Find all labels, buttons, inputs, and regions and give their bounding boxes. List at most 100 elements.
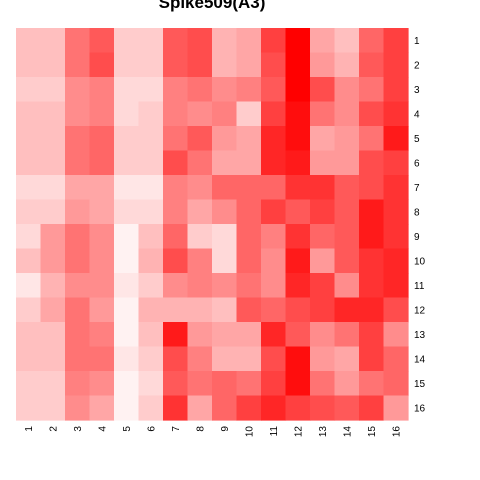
- heatmap-cell-r14-c7: [163, 347, 188, 372]
- heatmap-cell-r13-c7: [163, 322, 188, 347]
- row-label: 14: [414, 354, 426, 365]
- heatmap-cell-r4-c14: [335, 102, 360, 127]
- heatmap-cell-r2-c9: [212, 53, 237, 78]
- column-label: 10: [244, 426, 255, 438]
- heatmap-cell-r3-c12: [286, 77, 311, 102]
- heatmap-cell-r6-c5: [114, 151, 139, 176]
- heatmap-cell-r2-c7: [163, 53, 188, 78]
- heatmap-cell-r13-c13: [310, 322, 335, 347]
- heatmap-cell-r15-c11: [261, 371, 286, 396]
- heatmap-cell-r15-c15: [359, 371, 384, 396]
- column-label: 7: [171, 426, 182, 432]
- heatmap-cell-r6-c1: [16, 151, 41, 176]
- heatmap-cell-r9-c13: [310, 224, 335, 249]
- heatmap-cell-r7-c8: [188, 175, 213, 200]
- heatmap-cell-r13-c16: [384, 322, 409, 347]
- heatmap-cell-r14-c6: [139, 347, 164, 372]
- heatmap-cell-r15-c13: [310, 371, 335, 396]
- heatmap-cell-r2-c10: [237, 53, 262, 78]
- heatmap-cell-r13-c11: [261, 322, 286, 347]
- heatmap-cell-r11-c9: [212, 273, 237, 298]
- heatmap-cell-r12-c13: [310, 298, 335, 323]
- heatmap-cell-r1-c10: [237, 28, 262, 53]
- heatmap-cell-r3-c8: [188, 77, 213, 102]
- heatmap-cell-r5-c15: [359, 126, 384, 151]
- heatmap-cell-r9-c10: [237, 224, 262, 249]
- column-label: 14: [342, 426, 353, 438]
- heatmap-cell-r4-c10: [237, 102, 262, 127]
- heatmap-cell-r3-c10: [237, 77, 262, 102]
- heatmap-cell-r10-c5: [114, 249, 139, 274]
- row-label: 13: [414, 330, 426, 341]
- heatmap-cell-r2-c11: [261, 53, 286, 78]
- heatmap-cell-r6-c4: [90, 151, 115, 176]
- heatmap-cell-r1-c1: [16, 28, 41, 53]
- heatmap-cell-r15-c3: [65, 371, 90, 396]
- heatmap-cell-r8-c10: [237, 200, 262, 225]
- heatmap-cell-r15-c5: [114, 371, 139, 396]
- heatmap-cell-r9-c3: [65, 224, 90, 249]
- heatmap-cell-r15-c12: [286, 371, 311, 396]
- heatmap-cell-r12-c7: [163, 298, 188, 323]
- heatmap-cell-r1-c2: [41, 28, 66, 53]
- heatmap-cell-r1-c11: [261, 28, 286, 53]
- heatmap-cell-r9-c1: [16, 224, 41, 249]
- heatmap-cell-r3-c16: [384, 77, 409, 102]
- heatmap-cell-r14-c3: [65, 347, 90, 372]
- heatmap-cell-r14-c5: [114, 347, 139, 372]
- heatmap-cell-r1-c7: [163, 28, 188, 53]
- heatmap-cell-r8-c14: [335, 200, 360, 225]
- heatmap-cell-r3-c13: [310, 77, 335, 102]
- heatmap-cell-r1-c5: [114, 28, 139, 53]
- heatmap-cell-r10-c1: [16, 249, 41, 274]
- heatmap-cell-r13-c14: [335, 322, 360, 347]
- heatmap-cell-r12-c1: [16, 298, 41, 323]
- heatmap-cell-r16-c8: [188, 396, 213, 421]
- heatmap-cell-r2-c1: [16, 53, 41, 78]
- heatmap-cell-r3-c7: [163, 77, 188, 102]
- heatmap-cell-r7-c7: [163, 175, 188, 200]
- heatmap-cell-r5-c11: [261, 126, 286, 151]
- heatmap-cell-r15-c10: [237, 371, 262, 396]
- heatmap-cell-r3-c6: [139, 77, 164, 102]
- heatmap-cell-r5-c4: [90, 126, 115, 151]
- heatmap-cell-r12-c4: [90, 298, 115, 323]
- heatmap-cell-r1-c16: [384, 28, 409, 53]
- heatmap-cell-r6-c16: [384, 151, 409, 176]
- column-label: 11: [269, 426, 280, 437]
- heatmap-cell-r5-c1: [16, 126, 41, 151]
- heatmap-cell-r4-c3: [65, 102, 90, 127]
- heatmap-cell-r11-c16: [384, 273, 409, 298]
- heatmap-cell-r7-c3: [65, 175, 90, 200]
- heatmap-cell-r12-c8: [188, 298, 213, 323]
- heatmap-cell-r4-c15: [359, 102, 384, 127]
- heatmap-cell-r16-c7: [163, 396, 188, 421]
- heatmap-cell-r15-c7: [163, 371, 188, 396]
- heatmap-cell-r14-c15: [359, 347, 384, 372]
- heatmap-cell-r10-c2: [41, 249, 66, 274]
- heatmap-cell-r7-c16: [384, 175, 409, 200]
- heatmap-cell-r15-c2: [41, 371, 66, 396]
- heatmap-cell-r6-c14: [335, 151, 360, 176]
- heatmap-cell-r10-c15: [359, 249, 384, 274]
- heatmap-cell-r2-c15: [359, 53, 384, 78]
- heatmap-cell-r11-c5: [114, 273, 139, 298]
- heatmap-cell-r13-c3: [65, 322, 90, 347]
- heatmap-cell-r5-c12: [286, 126, 311, 151]
- heatmap-cell-r5-c7: [163, 126, 188, 151]
- heatmap-cell-r1-c4: [90, 28, 115, 53]
- heatmap-cell-r1-c9: [212, 28, 237, 53]
- heatmap-cell-r16-c16: [384, 396, 409, 421]
- heatmap-cell-r9-c7: [163, 224, 188, 249]
- heatmap-cell-r7-c1: [16, 175, 41, 200]
- heatmap-cell-r9-c4: [90, 224, 115, 249]
- heatmap-cell-r15-c6: [139, 371, 164, 396]
- heatmap-cell-r15-c8: [188, 371, 213, 396]
- heatmap-cell-r11-c10: [237, 273, 262, 298]
- heatmap-cell-r5-c3: [65, 126, 90, 151]
- heatmap-cell-r2-c5: [114, 53, 139, 78]
- heatmap-cell-r16-c4: [90, 396, 115, 421]
- heatmap-cell-r8-c2: [41, 200, 66, 225]
- heatmap-cell-r9-c12: [286, 224, 311, 249]
- heatmap-cell-r13-c4: [90, 322, 115, 347]
